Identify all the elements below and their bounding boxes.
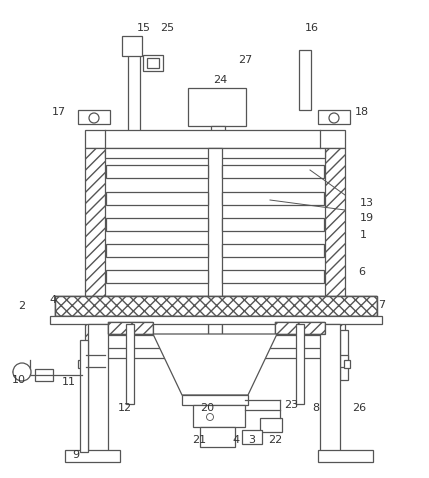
Bar [126,324,134,404]
Text: 6: 6 [358,267,365,277]
Bar [299,50,311,110]
Bar [222,165,324,178]
Bar [275,322,325,334]
Bar [78,360,84,368]
Bar [188,88,246,126]
Bar [242,430,262,444]
Bar [55,296,377,316]
Bar [208,148,222,358]
Bar [106,296,208,309]
Bar [128,55,140,137]
Bar [147,58,159,68]
Bar [325,148,345,358]
Bar [222,218,324,231]
Text: 1: 1 [360,230,367,240]
Circle shape [206,413,214,421]
Bar [108,322,153,334]
Text: 22: 22 [268,435,282,445]
Bar [122,36,142,56]
Bar [318,450,373,462]
Text: 19: 19 [360,213,374,223]
Bar [182,395,248,405]
Bar [108,322,153,334]
Bar [65,450,120,462]
Bar [80,340,88,452]
Text: 9: 9 [72,450,79,460]
Text: 18: 18 [355,107,369,117]
Text: 12: 12 [118,403,132,413]
Bar [193,405,245,427]
Bar [85,148,105,358]
Bar [200,427,235,447]
Bar [82,355,90,367]
Bar [106,270,208,283]
Text: 8: 8 [312,403,319,413]
Bar [106,218,208,231]
Bar [222,322,324,335]
Bar [340,330,348,380]
Text: 17: 17 [52,107,66,117]
Bar [106,192,208,205]
Bar [275,322,325,334]
Bar [88,324,108,454]
Text: 2: 2 [18,301,25,311]
Bar [105,148,325,158]
Bar [105,348,325,358]
Circle shape [329,113,339,123]
Bar [318,110,350,124]
Bar [78,110,110,124]
Bar [320,324,340,454]
Text: 11: 11 [62,377,76,387]
Bar [222,296,324,309]
Bar [222,244,324,257]
Bar [296,324,304,404]
Bar [106,165,208,178]
Text: 16: 16 [305,23,319,33]
Text: 3: 3 [248,435,255,445]
Text: 26: 26 [352,403,366,413]
Bar [143,55,163,71]
Text: 4: 4 [232,435,239,445]
Polygon shape [153,334,277,395]
Bar [106,322,208,335]
Bar [55,296,377,316]
Text: 10: 10 [12,375,26,385]
Text: 13: 13 [360,198,374,208]
Bar [340,355,348,367]
Text: 15: 15 [137,23,151,33]
Text: 7: 7 [378,300,385,310]
Text: 20: 20 [200,403,214,413]
Text: 23: 23 [284,400,298,410]
Bar [85,130,345,148]
Text: 27: 27 [238,55,252,65]
Circle shape [13,363,31,381]
Circle shape [89,113,99,123]
Bar [222,192,324,205]
Text: 21: 21 [192,435,206,445]
Bar [325,148,345,358]
Bar [35,369,53,381]
Bar [222,270,324,283]
Text: 24: 24 [213,75,227,85]
Bar [106,244,208,257]
Bar [260,418,282,432]
Text: 4: 4 [50,295,57,305]
Text: 25: 25 [160,23,174,33]
Bar [50,316,382,324]
Bar [55,296,377,316]
Bar [85,148,105,358]
Bar [211,126,225,138]
Bar [344,360,350,368]
